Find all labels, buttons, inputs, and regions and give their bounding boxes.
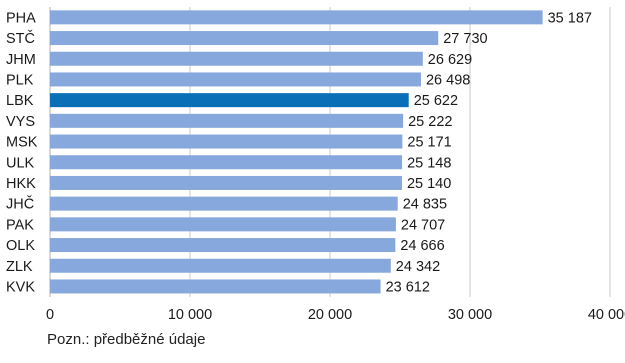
bar [50,238,396,253]
bar [50,279,381,294]
grid-lines [49,7,611,297]
x-tick-label: 20 000 [308,307,352,323]
bar [50,51,423,66]
value-label: 25 622 [414,93,458,109]
category-label: ZLK [6,259,33,275]
category-label: PAK [6,217,34,233]
bar [50,258,391,273]
x-tick-label: 10 000 [168,307,212,323]
value-label: 25 222 [408,114,452,130]
value-label: 24 342 [396,259,440,275]
value-label: 26 498 [426,72,470,88]
category-label: OLK [6,238,35,254]
category-label: HKK [6,176,36,192]
category-label: MSK [6,135,38,151]
footnote: Pozn.: předběžné údaje [47,331,206,348]
bar [50,93,409,108]
category-label: PLK [6,72,34,88]
x-tick-label: 40 000 [588,307,625,323]
value-label: 25 140 [407,176,451,192]
category-label: JHČ [6,196,34,213]
category-label: PHA [6,10,36,26]
bar [50,217,396,232]
value-label: 26 629 [428,52,472,68]
category-label: STČ [6,30,35,47]
category-label: JHM [6,52,36,68]
bar [50,31,439,46]
value-label: 24 707 [401,217,445,233]
category-label: ULK [6,155,35,171]
value-label: 24 666 [400,238,444,254]
x-tick-label: 0 [46,307,54,323]
value-label: 25 148 [407,155,451,171]
value-label: 27 730 [443,31,487,47]
bar [50,10,543,25]
bar [50,155,403,170]
bar [50,113,404,128]
bar [50,175,402,190]
category-label: KVK [6,279,35,295]
x-tick-label: 30 000 [448,307,492,323]
bars [50,10,543,294]
category-label: LBK [6,93,34,109]
category-label: VYS [6,114,35,130]
value-label: 24 835 [403,197,447,213]
value-label: 23 612 [386,279,430,295]
bar [50,134,403,149]
bar [50,196,398,211]
labels: 0 10 000 20 000 30 000 40 000 PHA 35 187 STČ 27 … [6,10,625,323]
bar [50,72,421,87]
value-label: 35 187 [548,10,592,26]
value-label: 25 171 [407,135,451,151]
